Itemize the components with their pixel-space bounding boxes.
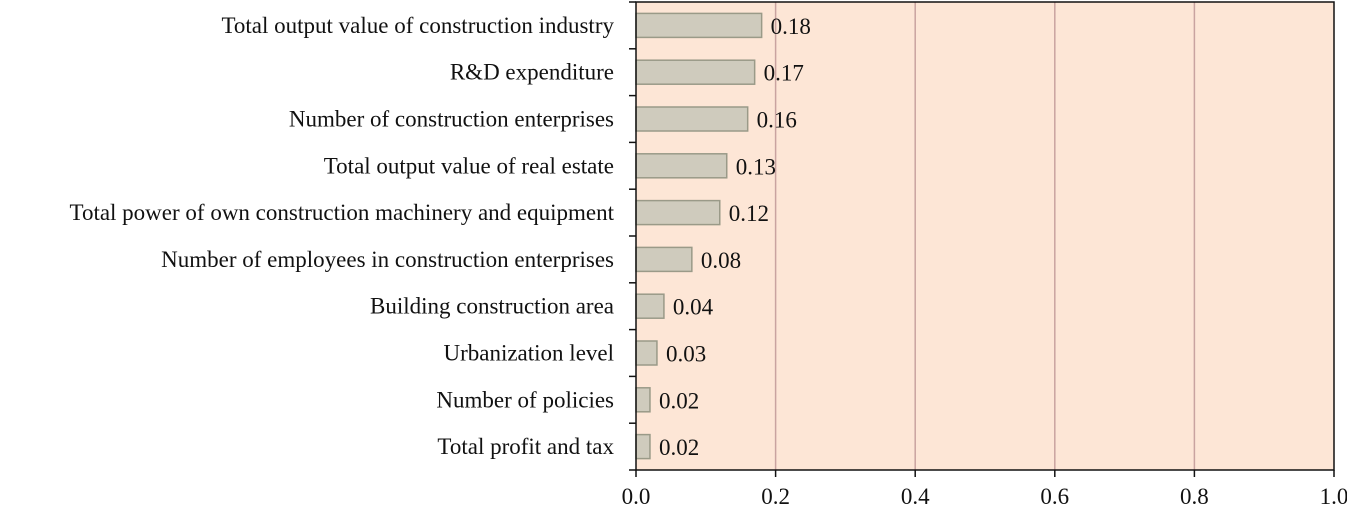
bar-3 <box>635 153 728 179</box>
value-label-0: 0.18 <box>771 14 811 39</box>
value-label-1: 0.17 <box>764 61 804 86</box>
value-label-7: 0.03 <box>666 342 706 367</box>
bars-group <box>635 12 763 460</box>
value-label-4: 0.12 <box>729 201 769 226</box>
category-label-1: R&D expenditure <box>450 60 614 85</box>
category-label-0: Total output value of construction indus… <box>221 13 614 38</box>
category-label-5: Number of employees in construction ente… <box>161 247 614 272</box>
x-ticks: 0.0 0.2 0.4 0.6 0.8 1.0 <box>622 470 1347 509</box>
category-label-2: Number of construction enterprises <box>289 107 614 132</box>
bar-0 <box>635 12 763 39</box>
x-tick-label-0: 0.0 <box>622 484 651 509</box>
category-labels: Total output value of construction indus… <box>70 13 615 459</box>
value-labels: 0.18 0.17 0.16 0.13 0.12 0.08 0.04 0.03 0.02 0.02 <box>659 14 811 460</box>
value-label-8: 0.02 <box>659 388 699 413</box>
bar-7 <box>635 340 658 366</box>
category-label-7: Urbanization level <box>443 341 614 366</box>
x-tick-label-3: 0.6 <box>1040 484 1069 509</box>
category-label-4: Total power of own construction machiner… <box>70 200 615 225</box>
category-label-6: Building construction area <box>370 294 614 319</box>
bar-1 <box>635 59 756 85</box>
value-label-2: 0.16 <box>757 108 797 133</box>
category-label-3: Total output value of real estate <box>324 153 614 178</box>
bar-5 <box>635 246 693 273</box>
bar-9 <box>635 433 651 460</box>
x-tick-label-5: 1.0 <box>1320 484 1347 509</box>
value-label-9: 0.02 <box>659 435 699 460</box>
value-label-5: 0.08 <box>701 248 741 273</box>
gridlines <box>774 2 1196 470</box>
x-tick-label-1: 0.2 <box>761 484 790 509</box>
value-label-3: 0.13 <box>736 154 776 179</box>
category-label-8: Number of policies <box>436 387 614 412</box>
bar-4 <box>635 199 721 226</box>
y-ticks <box>629 1 636 471</box>
x-tick-label-2: 0.4 <box>901 484 930 509</box>
x-tick-label-4: 0.8 <box>1180 484 1209 509</box>
value-label-6: 0.04 <box>673 295 714 320</box>
bar-2 <box>635 106 749 132</box>
bar-6 <box>635 293 665 319</box>
category-label-9: Total profit and tax <box>437 434 614 459</box>
bar-8 <box>635 387 651 413</box>
